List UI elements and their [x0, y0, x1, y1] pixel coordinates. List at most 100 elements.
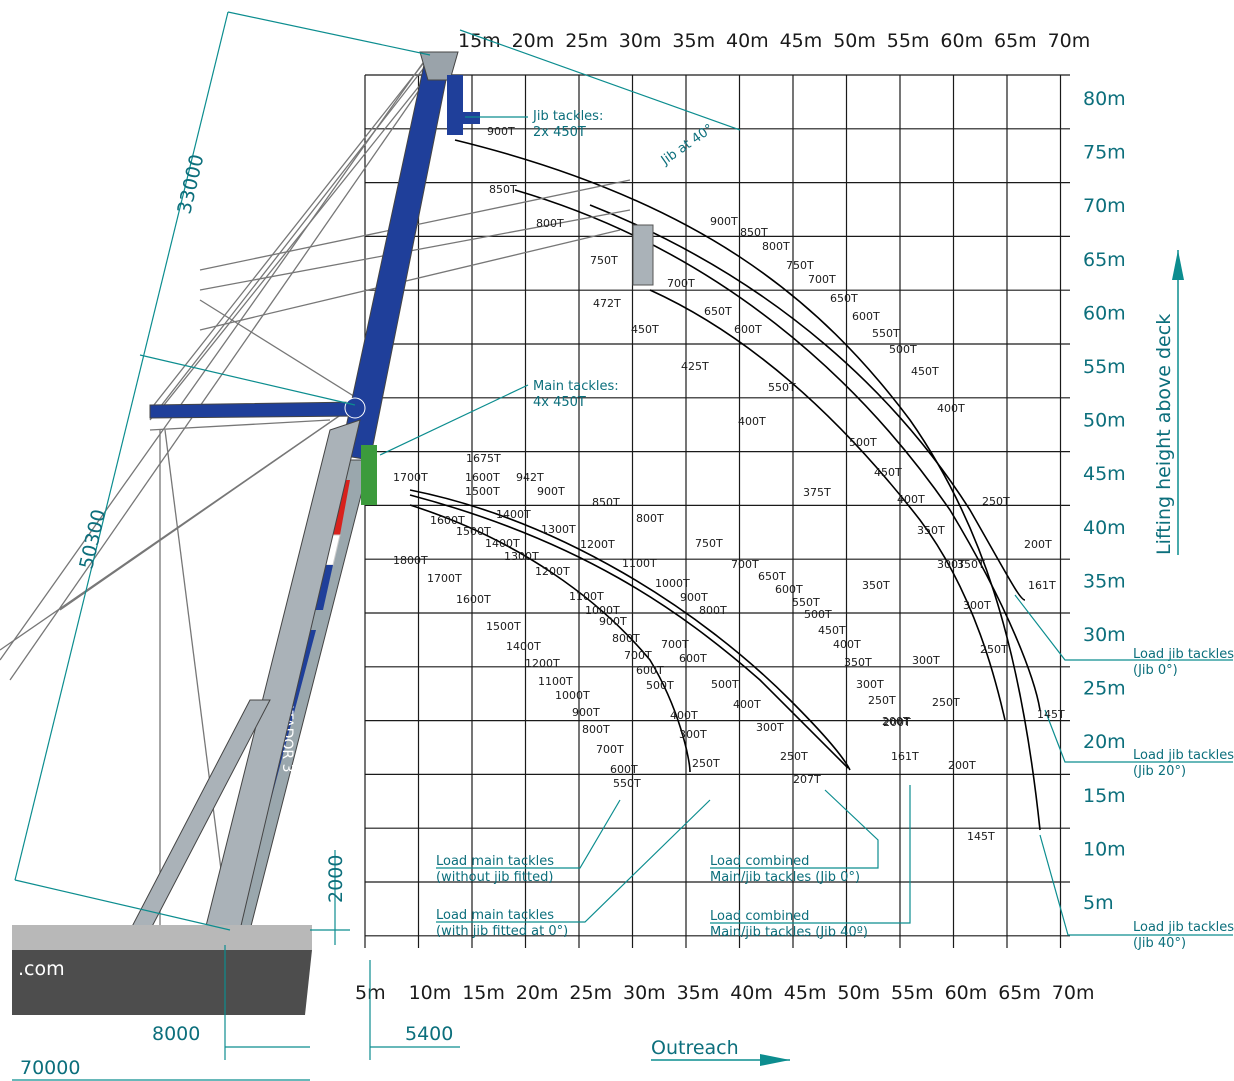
bottom-x-label: 55m	[891, 982, 934, 1004]
load-label: 800T	[636, 512, 664, 525]
load-label: 550T	[613, 777, 641, 790]
load-label: 1100T	[538, 675, 573, 688]
load-main-nojib-line2: (without jib fitted)	[436, 870, 553, 885]
load-label: 350T	[844, 656, 872, 669]
height-labels: 80m 75m 70m 65m 60m 55m 50m 45m 40m 35m 30m 25m 20m 1…	[1083, 88, 1126, 914]
load-label: 1300T	[541, 523, 576, 536]
load-label: 250T	[780, 750, 808, 763]
y-axis-title: Lifting height above deck	[1153, 314, 1175, 555]
load-label: 400T	[670, 709, 698, 722]
bottom-x-label: 10m	[409, 982, 452, 1004]
jib-tackles-line1: Jib tackles:	[532, 109, 603, 124]
main-tackles-line1: Main tackles:	[533, 379, 619, 394]
load-label: 750T	[786, 259, 814, 272]
load-jib-20-line2: (Jib 20°)	[1133, 764, 1186, 779]
load-comb-0-line1: Load combined	[710, 854, 809, 869]
bottom-x-label: 70m	[1052, 982, 1095, 1004]
bottom-x-label: 50m	[837, 982, 880, 1004]
y-label: 35m	[1083, 570, 1126, 592]
load-label: 700T	[624, 649, 652, 662]
bottom-x-label: 30m	[623, 982, 666, 1004]
load-jib-40-line2: (Jib 40°)	[1133, 936, 1186, 951]
load-label: 1100T	[569, 590, 604, 603]
load-label: 500T	[711, 678, 739, 691]
load-label: 750T	[695, 537, 723, 550]
load-label: 750T	[590, 254, 618, 267]
curve-jib-20	[514, 189, 1041, 711]
load-label: 1100T	[622, 557, 657, 570]
load-label: 200T	[882, 715, 910, 728]
load-label: 900T	[572, 706, 600, 719]
load-label: 700T	[596, 743, 624, 756]
load-label: 1400T	[506, 640, 541, 653]
load-curves	[409, 139, 1041, 831]
load-label: 450T	[874, 466, 902, 479]
load-label: 600T	[852, 310, 880, 323]
load-label: 1500T	[465, 485, 500, 498]
top-x-label: 70m	[1048, 30, 1091, 52]
curve-comb-40	[649, 289, 1006, 721]
load-label: 300T	[912, 654, 940, 667]
top-x-label: 35m	[672, 30, 715, 52]
load-main-jib0-line2: (with jib fitted at 0°)	[436, 924, 568, 939]
load-label: 1000T	[555, 689, 590, 702]
load-label: 300T	[856, 678, 884, 691]
load-label: 800T	[699, 604, 727, 617]
curve-main-nojib	[409, 504, 691, 773]
y-label: 75m	[1083, 142, 1126, 164]
load-label: 650T	[704, 305, 732, 318]
main-tackles-line2: 4x 450T	[533, 395, 586, 410]
load-label: 161T	[1028, 579, 1056, 592]
bottom-x-label: 15m	[462, 982, 505, 1004]
crane-structure: MATADOR 3 .com	[0, 51, 654, 1015]
mast-length-dim: 50300	[75, 507, 110, 571]
top-x-label: 60m	[940, 30, 983, 52]
y-label: 20m	[1083, 731, 1126, 753]
overall-70000-dim: 70000	[20, 1057, 80, 1079]
load-label: 650T	[830, 292, 858, 305]
load-label: 1000T	[585, 604, 620, 617]
load-label: 1200T	[580, 538, 615, 551]
load-label: 800T	[536, 217, 564, 230]
y-label: 10m	[1083, 838, 1126, 860]
load-main-jib0-line1: Load main tackles	[436, 908, 554, 923]
load-label: 400T	[738, 415, 766, 428]
load-label: 400T	[937, 402, 965, 415]
load-label: 200T	[948, 759, 976, 772]
load-label: 500T	[646, 679, 674, 692]
load-label: 145T	[1037, 708, 1065, 721]
load-label: 1000T	[655, 577, 690, 590]
x-axis-title: Outreach	[651, 1037, 739, 1059]
load-label: 800T	[612, 632, 640, 645]
load-label: 472T	[593, 297, 621, 310]
load-label: 250T	[932, 696, 960, 709]
load-label: 900T	[599, 615, 627, 628]
load-label: 450T	[631, 323, 659, 336]
chart-grid	[364, 74, 1070, 948]
load-label: 700T	[667, 277, 695, 290]
load-label: 900T	[537, 485, 565, 498]
load-label: 850T	[592, 496, 620, 509]
load-label: 300T	[679, 728, 707, 741]
load-label: 600T	[734, 323, 762, 336]
offset-8000-dim: 8000	[152, 1023, 200, 1045]
load-label: 1500T	[486, 620, 521, 633]
bottom-x-label: 65m	[998, 982, 1041, 1004]
load-label: 1600T	[456, 593, 491, 606]
y-label: 60m	[1083, 302, 1126, 324]
load-label: 250T	[982, 495, 1010, 508]
bottom-x-label: 35m	[677, 982, 720, 1004]
load-label: 800T	[582, 723, 610, 736]
load-main-nojib-line1: Load main tackles	[436, 854, 554, 869]
load-label: 600T	[610, 763, 638, 776]
load-label: 400T	[733, 698, 761, 711]
top-x-label: 15m	[458, 30, 501, 52]
y-label: 80m	[1083, 88, 1126, 110]
top-outreach-labels: 15m 20m 25m 30m 35m 40m 45m 50m 55m 60m 65m 70m	[458, 30, 1090, 52]
load-label: 500T	[849, 436, 877, 449]
load-label: 1300T	[504, 550, 539, 563]
y-label: 45m	[1083, 463, 1126, 485]
y-label: 70m	[1083, 195, 1126, 217]
top-x-label: 65m	[994, 30, 1037, 52]
load-label: 1400T	[485, 537, 520, 550]
